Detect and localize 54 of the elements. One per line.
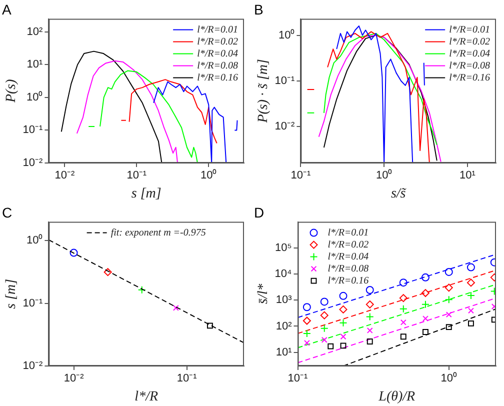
- y-tick-label: 10⁻²: [274, 120, 296, 133]
- y-tick-label: 10⁰: [26, 234, 43, 247]
- x-tick-label: 10¹: [459, 170, 476, 182]
- chart-title: B: [254, 1, 264, 18]
- legend-label: l*/R=0.01: [197, 24, 238, 36]
- y-tick-label: 10⁻¹: [274, 75, 296, 88]
- y-tick-label: 10⁰: [26, 90, 43, 104]
- y-tick-label: 10¹: [276, 346, 292, 358]
- legend-label: l*/R=0.02: [449, 36, 490, 48]
- x-axis-title: l*/R: [134, 389, 158, 404]
- legend-label: l*/R=0.02: [197, 36, 238, 48]
- legend-label: l*/R=0.08: [328, 263, 369, 274]
- legend-label: fit: exponent m =-0.975: [110, 227, 206, 238]
- legend-label: l*/R=0.08: [197, 60, 238, 72]
- y-tick-label: 10⁵: [274, 242, 292, 254]
- chart-title: C: [2, 204, 12, 220]
- y-tick-label: 10⁰: [278, 28, 295, 42]
- x-axis-title: s [m]: [131, 186, 162, 202]
- y-axis-title: P(s) · s̃ [m]: [256, 59, 272, 124]
- y-tick-label: 10⁻²: [22, 157, 44, 170]
- y-tick-label: 10⁻²: [22, 360, 44, 372]
- y-tick-label: 10⁴: [274, 268, 292, 280]
- x-tick-label: 10⁻¹: [290, 170, 311, 182]
- legend-label: l*/R=0.16: [328, 275, 369, 286]
- y-tick-label: 10¹: [26, 58, 44, 71]
- legend-label: l*/R=0.04: [197, 48, 238, 60]
- y-axis-title: P(s): [4, 78, 20, 104]
- legend-label: l*/R=0.16: [449, 72, 490, 84]
- legend-label: l*/R=0.04: [449, 48, 490, 60]
- y-tick-label: 10⁻¹: [22, 297, 44, 310]
- y-tick-label: 10³: [276, 294, 292, 306]
- x-tick-label: 10⁻²: [54, 170, 75, 182]
- legend-label: l*/R=0.16: [197, 72, 238, 84]
- x-tick-label: 10⁰: [200, 168, 217, 182]
- chart-title: D: [254, 204, 264, 220]
- y-axis-title: s [m]: [4, 278, 20, 309]
- y-tick-label: 10²: [276, 320, 292, 332]
- x-tick-label: 10⁻¹: [176, 372, 198, 385]
- legend-label: l*/R=0.02: [328, 239, 369, 250]
- x-axis-title: s/s̃: [390, 186, 407, 202]
- x-tick-label: 10⁻¹: [126, 170, 147, 182]
- y-tick-label: 10²: [26, 26, 44, 38]
- legend-label: l*/R=0.04: [328, 251, 369, 262]
- x-tick-label: 10⁰: [440, 372, 458, 385]
- y-tick-label: 10⁻¹: [22, 124, 44, 136]
- chart-title: A: [2, 1, 12, 18]
- x-tick-label: 10⁻²: [64, 372, 84, 385]
- x-axis-title: L(θ)/R: [378, 389, 416, 404]
- legend-label: l*/R=0.08: [449, 60, 490, 72]
- y-axis-title: s̄/l*: [256, 284, 272, 304]
- legend-label: l*/R=0.01: [449, 24, 490, 36]
- legend-label: l*/R=0.01: [328, 227, 369, 238]
- x-tick-label: 10⁻¹: [288, 372, 308, 385]
- x-tick-label: 10⁰: [376, 168, 392, 182]
